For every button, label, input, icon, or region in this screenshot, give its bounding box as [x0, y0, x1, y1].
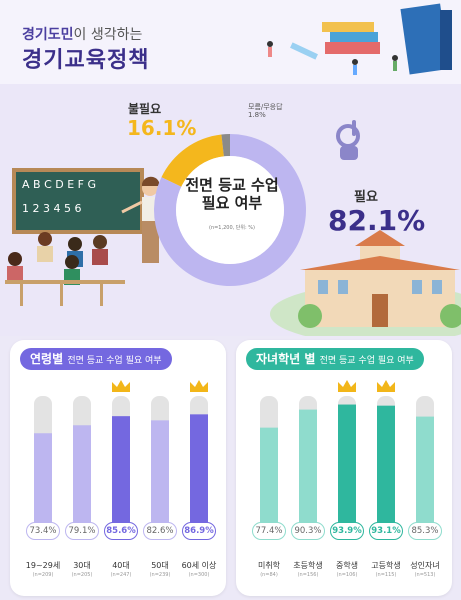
age-bar-chart — [34, 380, 208, 536]
blackboard — [12, 168, 144, 234]
age-category-label: 50대 — [151, 561, 169, 570]
grade-category-label: 고등학생 — [371, 561, 401, 570]
unknown-label: 모름/무응답 — [248, 103, 283, 111]
grade-category-label: 중학생 — [335, 561, 359, 570]
unknown-value: 1.8% — [248, 111, 266, 119]
age-value-label: 85.6% — [104, 522, 138, 540]
age-value-label: 73.4% — [26, 522, 60, 540]
need-value: 82.1% — [328, 204, 426, 237]
pie-slice-noneed — [161, 134, 224, 187]
page-title: 경기교육정책 — [22, 48, 150, 73]
grade-value-label: 85.3% — [408, 522, 442, 540]
grade-category-label: 성인자녀 — [410, 561, 440, 570]
grade-panel-title: 자녀학년 별 전면 등교 수업 필요 여부 — [246, 348, 424, 370]
grade-bar — [338, 404, 356, 536]
school-building — [270, 230, 461, 336]
grade-bar — [299, 409, 317, 536]
crown-icon — [190, 380, 208, 392]
hero-illustration: A B C D E F G 1 2 3 4 5 6 — [5, 120, 461, 336]
ok-hand-icon — [336, 120, 360, 160]
pie-center — [176, 156, 284, 264]
grade-panel: 자녀학년 별 전면 등교 수업 필요 여부 77.4% 미취학 (n=84) 90.3… — [236, 340, 452, 596]
age-category-label: 30대 — [73, 561, 91, 570]
age-panel: 연령별 전면 등교 수업 필요 여부 73.4% 19~29세 (n=209) 79.… — [10, 340, 226, 596]
age-panel-title: 연령별 전면 등교 수업 필요 여부 — [20, 348, 172, 370]
grade-value-label: 90.3% — [291, 522, 325, 540]
crown-icon — [112, 380, 130, 392]
grade-value-label: 77.4% — [252, 522, 286, 540]
age-n-label: (n=239) — [149, 572, 171, 578]
age-category-label: 40대 — [112, 561, 130, 570]
blackboard-row1: A B C D E F G — [22, 178, 96, 191]
books-illustration — [267, 3, 452, 75]
grade-bar — [260, 427, 278, 536]
grade-n-label: (n=106) — [336, 572, 358, 578]
blackboard-row2: 1 2 3 4 5 6 — [22, 202, 81, 215]
age-category-label: 60세 이상 — [181, 561, 217, 570]
grade-n-label: (n=115) — [375, 572, 397, 578]
age-bar — [34, 433, 52, 536]
grade-n-label: (n=156) — [297, 572, 319, 578]
grade-bar — [377, 405, 395, 536]
students-figure — [5, 232, 125, 306]
age-value-label: 79.1% — [65, 522, 99, 540]
pie-chart — [154, 134, 306, 286]
pie-note: (n=1,200, 단위: %) — [209, 225, 255, 231]
age-bar — [190, 414, 208, 536]
grade-value-label: 93.9% — [330, 522, 364, 540]
age-bar — [151, 420, 169, 536]
grade-bar-chart — [260, 380, 434, 536]
need-label: 필요 — [354, 190, 378, 205]
teacher-figure — [121, 176, 159, 263]
age-value-label: 86.9% — [182, 522, 216, 540]
grade-category-label: 초등학생 — [293, 561, 323, 570]
header: 경기도민이 생각하는 경기교육정책 — [0, 0, 461, 84]
crown-icon — [377, 380, 395, 392]
age-n-label: (n=209) — [32, 572, 54, 578]
age-n-label: (n=300) — [188, 572, 210, 578]
pie-slice-unknown — [221, 134, 230, 157]
grade-bar — [416, 416, 434, 536]
grade-n-label: (n=513) — [414, 572, 436, 578]
crown-icon — [338, 380, 356, 392]
header-subtitle: 경기도민이 생각하는 — [22, 27, 143, 43]
grade-value-label: 93.1% — [369, 522, 403, 540]
pie-title: 전면 등교 수업 필요 여부 — [185, 176, 279, 212]
age-bar — [112, 416, 130, 536]
age-bar — [73, 425, 91, 536]
grade-category-label: 미취학 — [257, 561, 281, 570]
age-value-label: 82.6% — [143, 522, 177, 540]
grade-n-label: (n=84) — [260, 572, 278, 578]
age-n-label: (n=247) — [110, 572, 132, 578]
noneed-value: 16.1% — [127, 116, 197, 140]
hero-section: A B C D E F G 1 2 3 4 5 6 — [0, 84, 461, 336]
noneed-label: 불필요 — [128, 102, 162, 116]
age-n-label: (n=205) — [71, 572, 93, 578]
age-category-label: 19~29세 — [25, 561, 61, 570]
